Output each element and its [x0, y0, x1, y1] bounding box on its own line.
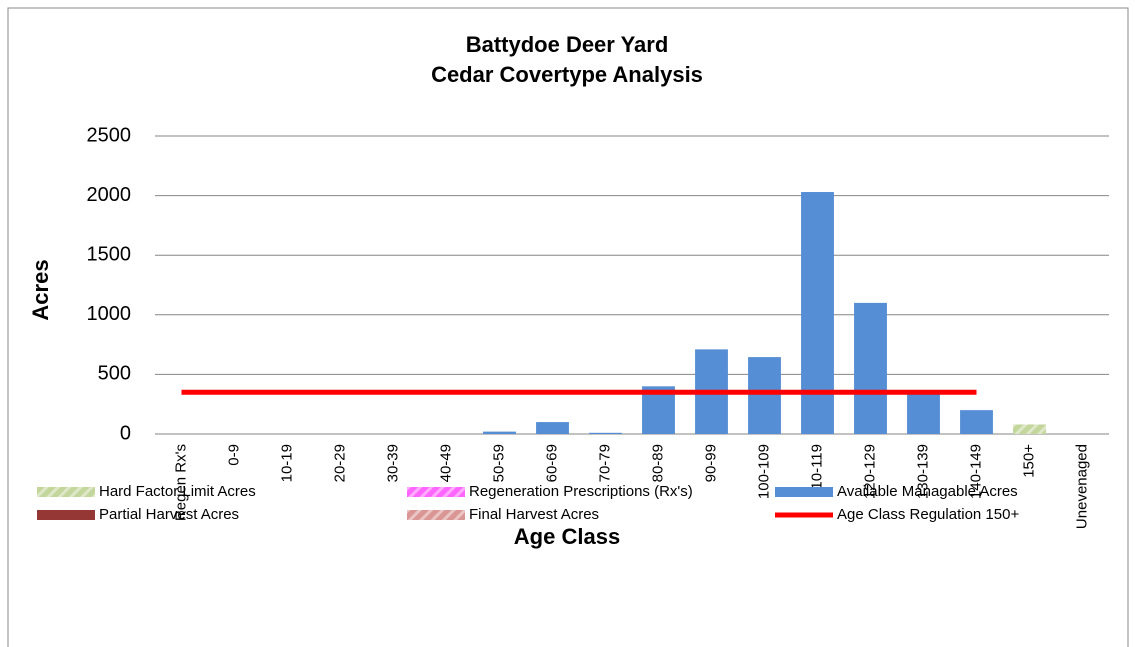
x-tick-label: 40-49 [437, 444, 454, 482]
bar [536, 422, 569, 434]
x-tick-label: Regen Rx's [172, 444, 189, 521]
legend-label: Regeneration Prescriptions (Rx's) [469, 483, 693, 500]
x-tick-label: 20-29 [331, 444, 348, 482]
x-tick-label: 140-149 [967, 444, 984, 499]
x-tick-label: 130-139 [914, 444, 931, 499]
x-axis-label: Age Class [514, 524, 620, 549]
x-tick-label: 70-79 [596, 444, 613, 482]
chart-subtitle: Cedar Covertype Analysis [431, 62, 703, 87]
chart-border [7, 7, 1129, 647]
legend-label: Available Managable Acres [837, 483, 1018, 500]
y-axis-label: Acres [28, 259, 53, 320]
legend-label: Age Class Regulation 150+ [837, 506, 1019, 523]
x-tick-label: 150+ [1020, 444, 1037, 478]
x-tick-label: 50-59 [490, 444, 507, 482]
legend-label: Partial Harvest Acres [99, 506, 239, 523]
y-tick-label: 0 [120, 422, 131, 444]
y-tick-label: 2000 [87, 184, 132, 206]
bar [589, 432, 622, 434]
x-tick-label: 60-69 [543, 444, 560, 482]
x-tick-label: 100-109 [755, 444, 772, 499]
bar [1013, 424, 1046, 434]
x-tick-label: 110-119 [808, 444, 825, 497]
legend-label: Hard Factor Limit Acres [99, 483, 256, 500]
y-tick-label: 500 [98, 363, 131, 385]
bar [483, 431, 516, 434]
legend-swatch [775, 487, 833, 497]
x-tick-label: 90-99 [702, 444, 719, 482]
y-tick-label: 1000 [87, 303, 132, 325]
x-tick-label: 10-19 [278, 444, 295, 482]
legend-swatch [37, 510, 95, 520]
bar [801, 192, 834, 434]
y-tick-label: 2500 [87, 124, 132, 146]
bar [748, 357, 781, 434]
legend-swatch [407, 510, 465, 520]
x-tick-label: 0-9 [225, 444, 242, 466]
x-tick-label: 80-89 [649, 444, 666, 482]
bar [854, 302, 887, 434]
legend-swatch [407, 487, 465, 497]
bar [960, 410, 993, 434]
y-tick-label: 1500 [87, 243, 132, 265]
x-tick-label: 120-129 [861, 444, 878, 499]
legend-swatch [37, 487, 95, 497]
chart-title: Battydoe Deer Yard [466, 32, 669, 57]
x-tick-label: 30-39 [384, 444, 401, 482]
x-tick-label: Unevenaged [1073, 444, 1090, 529]
bar [907, 393, 940, 434]
legend-label: Final Harvest Acres [469, 506, 599, 523]
